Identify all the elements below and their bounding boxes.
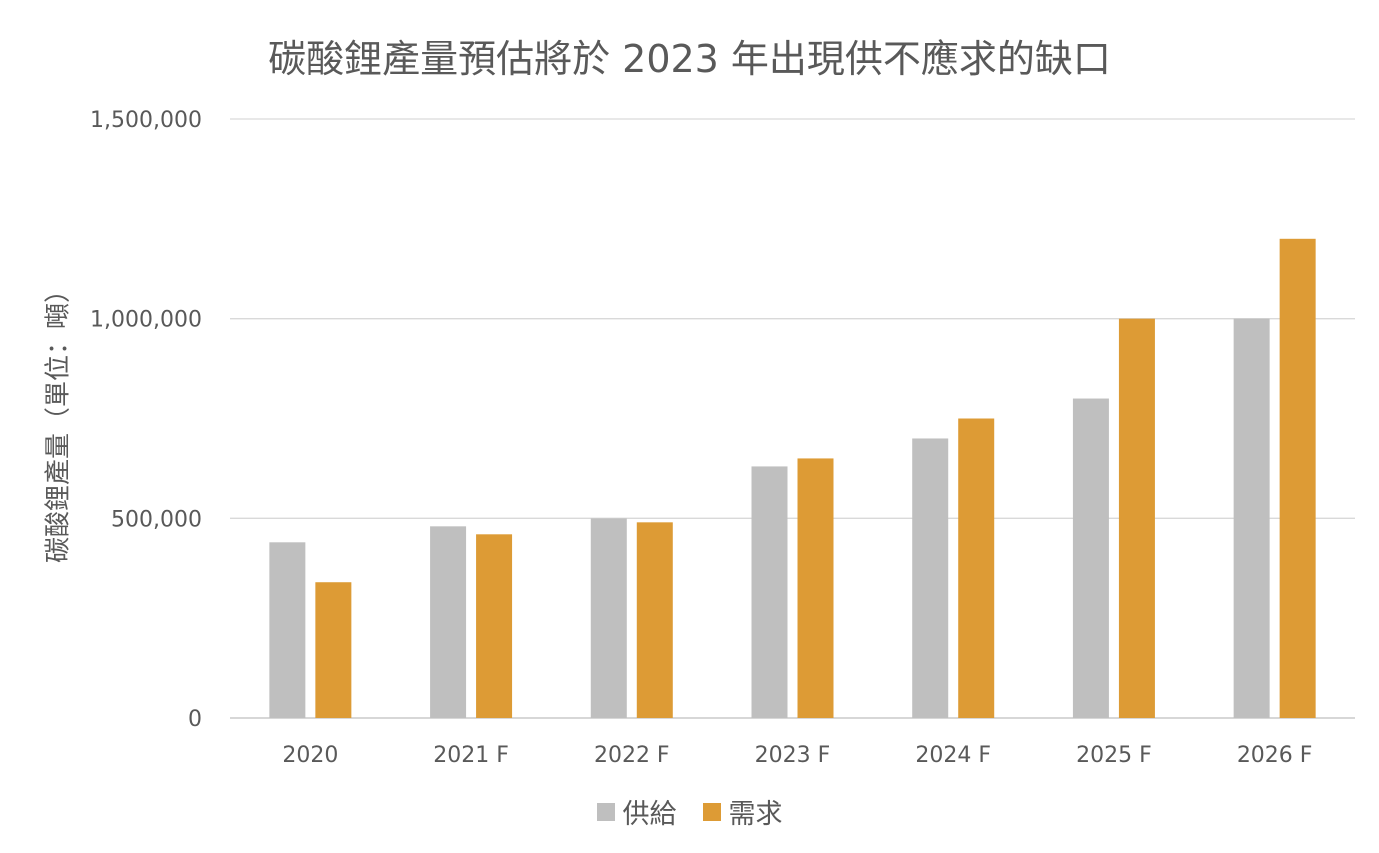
legend-item-demand: 需求: [702, 792, 783, 831]
chart-title: 碳酸鋰產量預估將於 2023 年出現供不應求的缺口: [268, 37, 1111, 81]
bar-demand: [797, 458, 834, 718]
legend: 供給 需求: [0, 792, 1379, 831]
bar-demand: [958, 418, 995, 718]
x-tick-label: 2022 F: [594, 743, 670, 768]
bar-supply: [1233, 318, 1270, 718]
bar-supply: [590, 518, 627, 718]
legend-label-demand: 需求: [728, 799, 783, 830]
x-tick-label: 2020: [282, 743, 338, 768]
bar-supply: [269, 542, 306, 718]
x-tick-label: 2024 F: [915, 743, 991, 768]
y-tick-label: 1,000,000: [90, 308, 202, 333]
legend-item-supply: 供給: [596, 792, 677, 831]
bar-demand: [636, 522, 673, 718]
bar-demand: [315, 582, 352, 718]
x-tick-label: 2025 F: [1076, 743, 1152, 768]
bar-supply: [912, 438, 949, 718]
bar-supply: [1072, 398, 1109, 718]
y-tick-label: 0: [188, 707, 202, 732]
legend-swatch-supply: [596, 802, 615, 821]
x-tick-label: 2021 F: [433, 743, 509, 768]
legend-label-supply: 供給: [622, 799, 677, 830]
bar-demand: [476, 534, 513, 718]
x-tick-label: 2026 F: [1237, 743, 1313, 768]
bar-supply: [430, 526, 467, 718]
x-tick-label: 2023 F: [755, 743, 831, 768]
bar-supply: [751, 466, 788, 718]
y-tick-label: 500,000: [111, 507, 202, 532]
bar-demand: [1118, 318, 1155, 718]
y-tick-label: 1,500,000: [90, 108, 202, 133]
bar-demand: [1279, 238, 1316, 719]
legend-swatch-demand: [702, 802, 721, 821]
